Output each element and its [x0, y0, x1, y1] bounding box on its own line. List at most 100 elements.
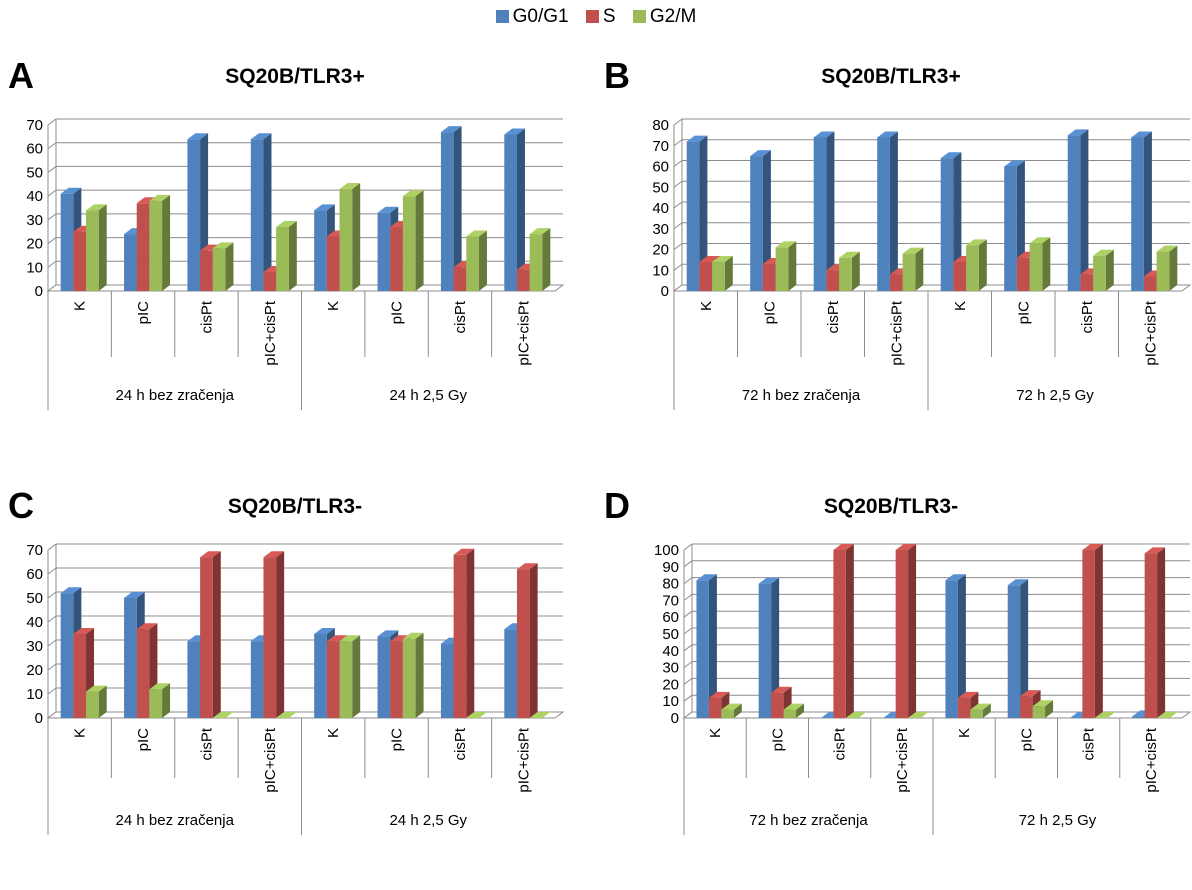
bar-side	[352, 635, 361, 718]
bar-front	[1132, 716, 1145, 718]
gridline-connector	[47, 237, 57, 244]
y-tick-label: 60	[26, 141, 43, 158]
bar-top	[771, 686, 792, 693]
bar-side	[415, 632, 424, 718]
bar-front	[783, 709, 797, 718]
bar-top	[124, 592, 145, 598]
y-tick-label: 70	[662, 592, 679, 609]
bar-front	[771, 692, 784, 718]
gridline-connector	[47, 663, 57, 671]
bar-g2-m	[966, 239, 987, 291]
category-label: cisPt	[198, 727, 215, 760]
bar-side	[762, 150, 771, 291]
gridline-connector	[47, 118, 57, 126]
bar-front	[73, 231, 87, 291]
bar-front	[124, 598, 137, 718]
bar-top	[895, 544, 917, 550]
bar-front	[402, 196, 416, 291]
bar-g2-m	[845, 712, 867, 718]
bar-front	[453, 554, 467, 718]
y-tick-label: 90	[662, 559, 679, 576]
y-tick-label: 60	[652, 159, 669, 176]
bar-g2-m	[86, 685, 107, 718]
category-label: pIC	[761, 301, 778, 325]
bar-g2-m	[1094, 712, 1116, 718]
category-table	[683, 718, 1121, 835]
bar-front	[263, 557, 277, 718]
bar-front	[1144, 553, 1158, 718]
category-label: pIC	[135, 728, 152, 752]
bar-s	[1144, 547, 1166, 718]
bar-front	[721, 709, 734, 718]
bar-top	[276, 712, 297, 718]
bar-front	[390, 226, 403, 291]
y-tick-label: 10	[652, 262, 669, 279]
gridline-connector	[47, 189, 57, 197]
bar-side	[1169, 245, 1178, 291]
y-tick-label: 70	[652, 138, 669, 155]
gridline-connector	[683, 644, 693, 652]
gridline-connector	[47, 213, 57, 221]
bar-front	[1029, 243, 1043, 291]
bar-g2-m	[529, 228, 551, 291]
bar-top	[516, 563, 538, 570]
bar-top	[212, 242, 234, 249]
y-tick-label: 80	[652, 117, 669, 134]
bar-front	[314, 634, 327, 718]
bar-top	[1131, 131, 1152, 138]
bar-front	[1143, 276, 1157, 291]
bar-top	[877, 131, 898, 138]
y-tick-label: 10	[26, 259, 43, 276]
y-tick-label: 30	[26, 638, 43, 655]
panel-title-c: SQ20B/TLR3-	[227, 495, 363, 518]
bar-top	[453, 548, 475, 555]
y-tick-label: 30	[662, 660, 679, 677]
bar-side	[1020, 579, 1029, 718]
y-tick-label: 20	[26, 236, 43, 253]
bar-front	[750, 156, 763, 291]
bar-front	[453, 267, 467, 291]
bar-top	[200, 551, 221, 558]
bar-side	[708, 574, 717, 718]
bar-side	[826, 131, 835, 291]
bar-front	[1016, 257, 1030, 291]
gridline-connector	[683, 543, 693, 551]
y-tick-label: 100	[654, 542, 679, 559]
bar-front	[953, 261, 967, 291]
bar-top	[940, 152, 962, 159]
gridline-connector	[683, 677, 693, 685]
bar-side	[788, 241, 797, 291]
bar-s	[516, 563, 538, 718]
gridline-connector	[47, 591, 57, 599]
panel-letter-a: A	[8, 55, 34, 96]
y-tick-label: 30	[652, 221, 669, 238]
panel-title-a: SQ20B/TLR3+	[225, 65, 365, 88]
bar-top	[1094, 712, 1116, 718]
bar-front	[504, 629, 517, 718]
y-tick-label: 50	[662, 626, 679, 643]
bar-top	[783, 703, 805, 710]
bar-front	[60, 193, 74, 291]
bar-side	[466, 548, 475, 718]
bar-front	[1131, 137, 1144, 291]
bar-g0-g1	[945, 574, 966, 718]
bar-top	[86, 685, 107, 692]
bar-s	[833, 544, 854, 718]
bar-g0-g1	[1007, 579, 1029, 718]
y-tick-label: 0	[35, 283, 43, 300]
legend-swatch-s	[585, 10, 599, 23]
y-tick-label: 40	[26, 188, 43, 205]
bar-front	[945, 580, 958, 718]
bar-front	[314, 210, 327, 291]
bar-side	[453, 126, 462, 291]
bar-g0-g1	[686, 135, 708, 291]
bar-g2-m	[1156, 245, 1178, 291]
bar-g2-m	[839, 251, 860, 291]
bar-front	[1004, 166, 1017, 291]
bar-side	[352, 183, 361, 291]
bar-top	[377, 206, 399, 213]
bar-top	[86, 204, 107, 211]
